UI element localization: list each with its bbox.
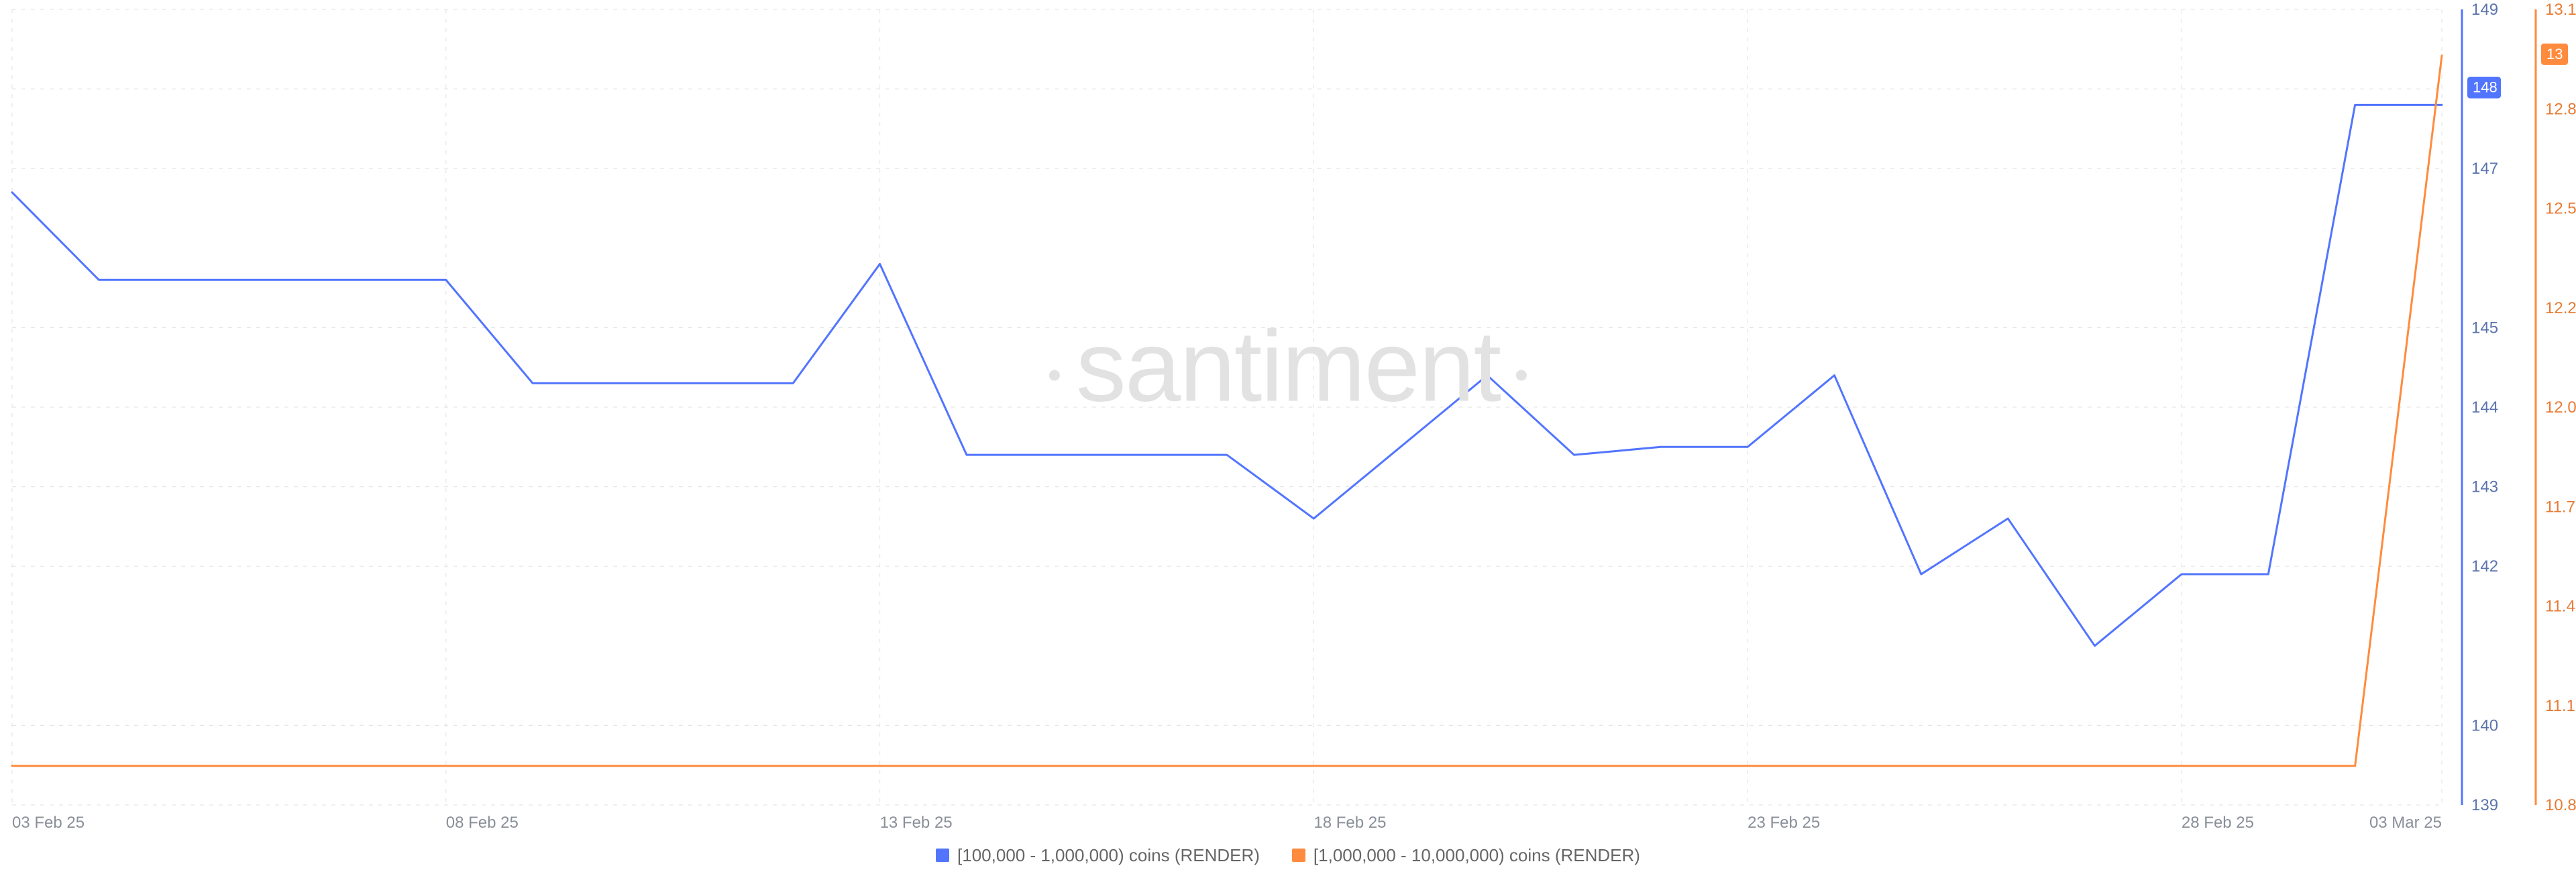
y-right-tick: 12.01 — [2545, 398, 2576, 417]
y-left-tick: 142 — [2471, 557, 2498, 576]
legend-item[interactable]: [1,000,000 - 10,000,000) coins (RENDER) — [1292, 845, 1640, 866]
y-right-tick: 12.57 — [2545, 200, 2576, 218]
y-right-tick: 12.85 — [2545, 100, 2576, 118]
chart-container: santiment 13914014214314414514714814910.… — [0, 0, 2576, 872]
x-tick-label: 03 Mar 25 — [2369, 814, 2442, 832]
y-left-tick: 143 — [2471, 478, 2498, 496]
x-tick-label: 13 Feb 25 — [880, 814, 953, 832]
x-tick-label: 28 Feb 25 — [2182, 814, 2254, 832]
y-right-tick: 11.45 — [2545, 598, 2576, 616]
y-left-badge-text: 148 — [2473, 79, 2498, 96]
y-left-tick: 144 — [2471, 398, 2498, 417]
y-right-tick: 13.13 — [2545, 1, 2576, 19]
y-left-tick: 145 — [2471, 319, 2498, 337]
legend-swatch — [1292, 849, 1305, 862]
y-left-tick: 139 — [2471, 796, 2498, 814]
y-right-badge-text: 13 — [2546, 46, 2563, 62]
y-left-tick: 147 — [2471, 160, 2498, 178]
series-line — [12, 56, 2442, 766]
legend-swatch — [936, 849, 949, 862]
grid — [12, 9, 2442, 805]
x-tick-label: 18 Feb 25 — [1313, 814, 1386, 832]
y-right-tick: 11.17 — [2545, 697, 2576, 715]
y-right-tick: 12.29 — [2545, 299, 2576, 317]
x-tick-label: 23 Feb 25 — [1748, 814, 1820, 832]
x-tick-label: 03 Feb 25 — [12, 814, 85, 832]
legend-item[interactable]: [100,000 - 1,000,000) coins (RENDER) — [936, 845, 1260, 866]
legend: [100,000 - 1,000,000) coins (RENDER) [1,0… — [0, 845, 2576, 867]
y-right-tick: 10.89 — [2545, 796, 2576, 814]
legend-label: [1,000,000 - 10,000,000) coins (RENDER) — [1313, 845, 1640, 866]
legend-label: [100,000 - 1,000,000) coins (RENDER) — [957, 845, 1260, 866]
x-tick-label: 08 Feb 25 — [446, 814, 519, 832]
y-left-tick: 140 — [2471, 716, 2498, 734]
chart-svg: 139 140 142 143 144 145 147 148 149 10.89 11.17 11.… — [0, 0, 2576, 872]
series-line — [12, 105, 2442, 645]
y-right-tick: 11.73 — [2545, 498, 2576, 516]
y-left-tick: 149 — [2471, 1, 2498, 19]
